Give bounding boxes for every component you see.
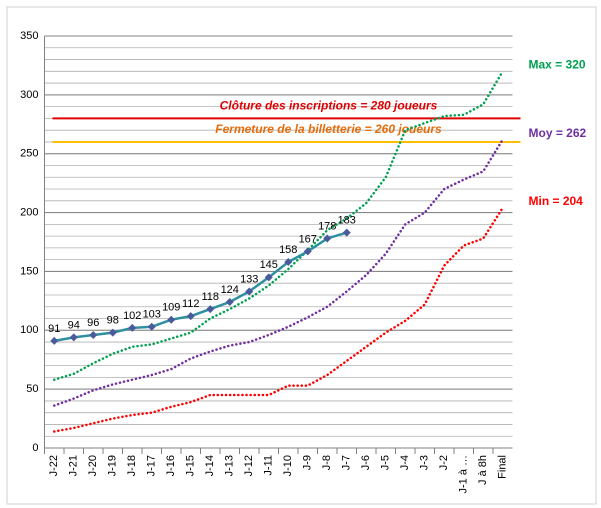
marker <box>342 228 351 237</box>
x-tick-label: J-20 <box>87 455 99 476</box>
annotation: Fermeture de la billetterie = 260 joueur… <box>215 122 442 136</box>
data-label: 91 <box>48 323 60 335</box>
y-tick-label: 350 <box>20 30 38 42</box>
x-tick-label: J-8 <box>321 455 333 470</box>
x-tick-label: J à 8h <box>477 455 489 485</box>
x-tick-label: J-7 <box>341 455 353 470</box>
data-label: 98 <box>107 315 119 327</box>
x-tick-label: J-11 <box>263 455 275 476</box>
line <box>53 231 348 343</box>
x-tick-label: J-17 <box>146 455 158 476</box>
data-label: 94 <box>68 319 80 331</box>
marker <box>186 312 195 321</box>
x-tick-label: J-13 <box>224 455 236 476</box>
series-label: Min = 204 <box>529 194 584 208</box>
y-tick-label: 0 <box>32 442 38 454</box>
data-label: 112 <box>182 298 200 310</box>
marker <box>128 323 137 332</box>
marker <box>69 333 78 342</box>
data-label: 183 <box>338 214 356 226</box>
data-label: 102 <box>123 310 141 322</box>
x-tick-label: J-5 <box>380 455 392 470</box>
data-label: 167 <box>299 233 317 245</box>
x-tick-label: J-9 <box>302 455 314 470</box>
y-tick-label: 100 <box>20 324 38 336</box>
dotted-line <box>53 138 504 407</box>
marker <box>167 315 176 324</box>
data-label: 145 <box>260 259 278 271</box>
x-tick-label: J-6 <box>360 455 372 470</box>
marker <box>264 273 273 282</box>
x-tick-label: Final <box>497 455 509 479</box>
x-tick-label: J-10 <box>282 455 294 476</box>
data-label: 118 <box>201 291 219 303</box>
data-label: 178 <box>318 220 336 232</box>
y-tick-label: 50 <box>26 383 38 395</box>
x-tick-label: J-14 <box>204 455 216 476</box>
marker <box>225 298 234 307</box>
x-tick-label: J-18 <box>126 455 138 476</box>
marker <box>206 305 215 314</box>
data-label: 103 <box>143 309 161 321</box>
x-tick-label: J-2 <box>438 455 450 470</box>
data-label: 158 <box>279 244 297 256</box>
marker <box>50 336 59 345</box>
y-tick-label: 250 <box>20 148 38 160</box>
data-label: 133 <box>240 273 258 285</box>
x-tick-label: J-19 <box>107 455 119 476</box>
dotted-line <box>53 206 504 433</box>
y-tick-label: 150 <box>20 265 38 277</box>
marker <box>89 330 98 339</box>
data-label: 124 <box>221 284 239 296</box>
x-tick-label: J-12 <box>243 455 255 476</box>
x-tick-label: J-21 <box>68 455 80 476</box>
marker <box>245 287 254 296</box>
x-tick-label: J-3 <box>419 455 431 470</box>
y-tick-label: 200 <box>20 206 38 218</box>
marker <box>108 328 117 337</box>
marker <box>323 234 332 243</box>
x-tick-label: J-16 <box>165 455 177 476</box>
annotation: Clôture des inscriptions = 280 joueurs <box>220 99 438 113</box>
data-label: 109 <box>162 302 180 314</box>
y-tick-label: 300 <box>20 89 38 101</box>
dotted-line <box>53 70 504 381</box>
marker <box>284 258 293 267</box>
x-tick-label: J-15 <box>185 455 197 476</box>
series-label: Moy = 262 <box>529 126 587 140</box>
marker <box>147 322 156 331</box>
x-tick-label: J-22 <box>48 455 60 476</box>
marker <box>303 247 312 256</box>
series-label: Max = 320 <box>529 57 586 71</box>
x-tick-label: J-1 à … <box>458 455 470 494</box>
data-label: 96 <box>87 317 99 329</box>
x-tick-label: J-4 <box>399 455 411 470</box>
